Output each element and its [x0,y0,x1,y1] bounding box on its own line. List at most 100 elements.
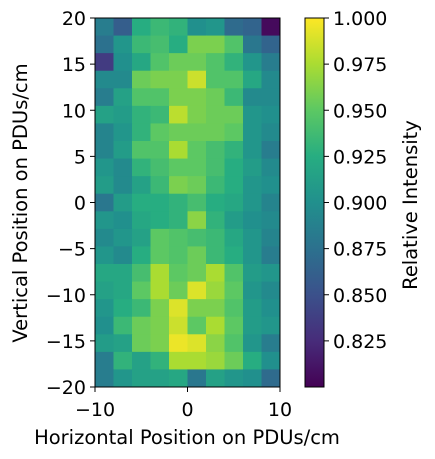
heatmap-cell [187,211,207,230]
heatmap-cell [261,246,281,265]
heatmap-cell [243,123,262,142]
heatmap-cell [243,105,262,124]
heatmap-cell [224,70,244,89]
heatmap-cell [95,246,114,265]
x-tick-label: 0 [181,399,193,421]
heatmap-cell [132,141,151,160]
heatmap-cell [95,334,114,353]
heatmap-cell [113,88,133,107]
y-tick-label: 20 [62,8,86,30]
heatmap-cell [95,193,114,212]
heatmap-cell [224,53,244,72]
heatmap-cell [261,105,281,124]
heatmap-cell [169,53,188,72]
y-axis: −20 −15 −10 −5 0 5 10 15 20 [46,8,95,399]
y-tick-label: −20 [46,377,86,399]
colorbar-tick-label: 0.950 [333,100,387,122]
heatmap-cell [224,334,244,353]
heatmap-cell [224,264,244,283]
heatmap-cell [224,193,244,212]
heatmap-cell [113,123,133,142]
heatmap-cell [243,369,262,388]
heatmap-cell [169,369,188,388]
heatmap-cell [243,193,262,212]
heatmap-cell [113,193,133,212]
heatmap-cell [206,351,225,370]
heatmap-cell [243,351,262,370]
heatmap-cell [243,246,262,265]
heatmap-cell [224,369,244,388]
heatmap-cell [150,18,170,37]
heatmap-cell [169,88,188,107]
heatmap-cell [95,176,114,195]
heatmap-cell [261,281,281,300]
heatmap-cell [261,70,281,89]
heatmap-cell [132,158,151,177]
heatmap-cell [169,176,188,195]
heatmap-cell [150,264,170,283]
heatmap-cell [224,141,244,160]
heatmap-cell [206,88,225,107]
heatmap-cell [206,193,225,212]
heatmap-cell [150,299,170,318]
heatmap-cell [113,351,133,370]
heatmap-cell [132,211,151,230]
heatmap-cell [169,35,188,54]
heatmap-cell [243,299,262,318]
heatmap-cell [113,316,133,335]
heatmap-cell [169,264,188,283]
heatmap-cell [206,246,225,265]
heatmap-cell [206,299,225,318]
heatmap-cell [113,141,133,160]
heatmap-cell [95,264,114,283]
heatmap-cell [150,193,170,212]
colorbar-tick-label: 0.875 [333,239,387,261]
heatmap-cell [187,334,207,353]
heatmap-cell [169,70,188,89]
heatmap-cell [206,176,225,195]
heatmap-cell [113,176,133,195]
heatmap-cell [187,123,207,142]
heatmap-cell [150,176,170,195]
heatmap-cell [150,35,170,54]
heatmap-cell [150,158,170,177]
heatmap-cell [132,53,151,72]
heatmap-cell [261,158,281,177]
heatmap-cell [206,18,225,37]
heatmap-cell [95,141,114,160]
heatmap-cell [113,70,133,89]
heatmap-cell [150,369,170,388]
heatmap-cell [169,158,188,177]
heatmap-cell [261,88,281,107]
heatmap-cell [261,228,281,247]
y-axis-label: Vertical Position on PDUs/cm [9,63,32,342]
heatmap-cell [261,211,281,230]
heatmap-cell [206,334,225,353]
heatmap-cell [150,123,170,142]
colorbar-tick-label: 0.825 [333,331,387,353]
heatmap-cell [224,176,244,195]
heatmap-cell [132,264,151,283]
heatmap-cell [113,281,133,300]
heatmap-cell [224,18,244,37]
heatmap-cell [224,158,244,177]
heatmap-cell [169,316,188,335]
heatmap-cell [132,228,151,247]
heatmap-cell [243,334,262,353]
heatmap-cell [187,281,207,300]
heatmap-cell [261,141,281,160]
heatmap-cell [206,123,225,142]
heatmap-cell [187,158,207,177]
heatmap-cell [113,53,133,72]
heatmap-cells [95,18,281,388]
heatmap-cell [169,211,188,230]
heatmap-cell [261,334,281,353]
heatmap-cell [169,18,188,37]
heatmap-cell [132,369,151,388]
heatmap-cell [206,264,225,283]
heatmap-cell [243,228,262,247]
heatmap-cell [206,158,225,177]
heatmap-cell [132,176,151,195]
heatmap-cell [132,88,151,107]
heatmap-cell [95,53,114,72]
